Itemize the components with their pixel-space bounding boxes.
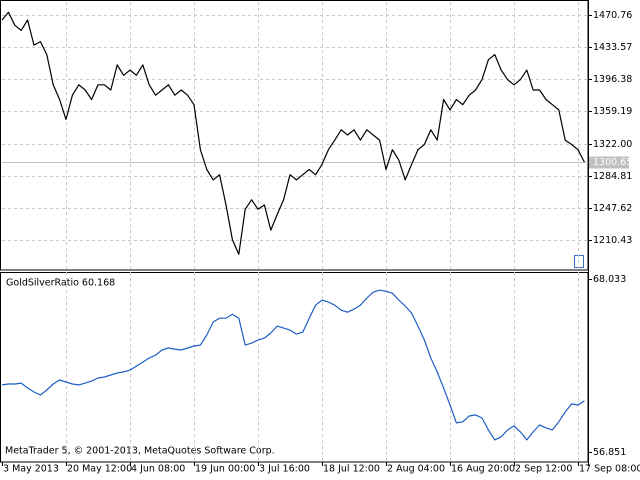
y-tick-label: 1210.43 bbox=[593, 235, 632, 246]
last-price-label: 1300.65 bbox=[593, 157, 632, 168]
x-tick-label: 3 Jul 16:00 bbox=[259, 464, 310, 475]
y-tick-label: 1322.00 bbox=[593, 139, 632, 150]
y-tick-label: 1359.19 bbox=[593, 106, 632, 117]
y-tick-label: 1470.76 bbox=[593, 10, 632, 21]
x-tick-label: 2 Aug 04:00 bbox=[387, 464, 445, 475]
x-tick-label: 19 Jun 00:00 bbox=[195, 464, 255, 475]
x-tick-label: 18 Jul 12:00 bbox=[323, 464, 380, 475]
x-tick-label: 2 Sep 12:00 bbox=[515, 464, 572, 475]
x-tick-label: 20 May 12:00 bbox=[67, 464, 132, 475]
series-line bbox=[1, 11, 585, 255]
x-tick-label: 4 Jun 08:00 bbox=[131, 464, 185, 475]
series-line bbox=[1, 289, 585, 441]
x-tick-label: 3 May 2013 bbox=[3, 464, 59, 475]
indicator-label: GoldSilverRatio 60.168 bbox=[6, 278, 115, 289]
y-tick-label: 1284.81 bbox=[593, 171, 632, 182]
y-tick-label: 1396.38 bbox=[593, 74, 632, 85]
x-tick-label: 17 Sep 08:00 bbox=[579, 464, 640, 475]
copyright: MetaTrader 5, © 2001-2013, MetaQuotes So… bbox=[5, 446, 275, 457]
y-tick-label: 1433.57 bbox=[593, 42, 632, 53]
last-price-box bbox=[589, 156, 629, 169]
y-tick-label: 68.033 bbox=[593, 274, 626, 285]
x-tick-label: 16 Aug 20:00 bbox=[451, 464, 515, 475]
y-tick-label: 1247.62 bbox=[593, 203, 632, 214]
y-tick-label: 56.851 bbox=[593, 447, 626, 458]
